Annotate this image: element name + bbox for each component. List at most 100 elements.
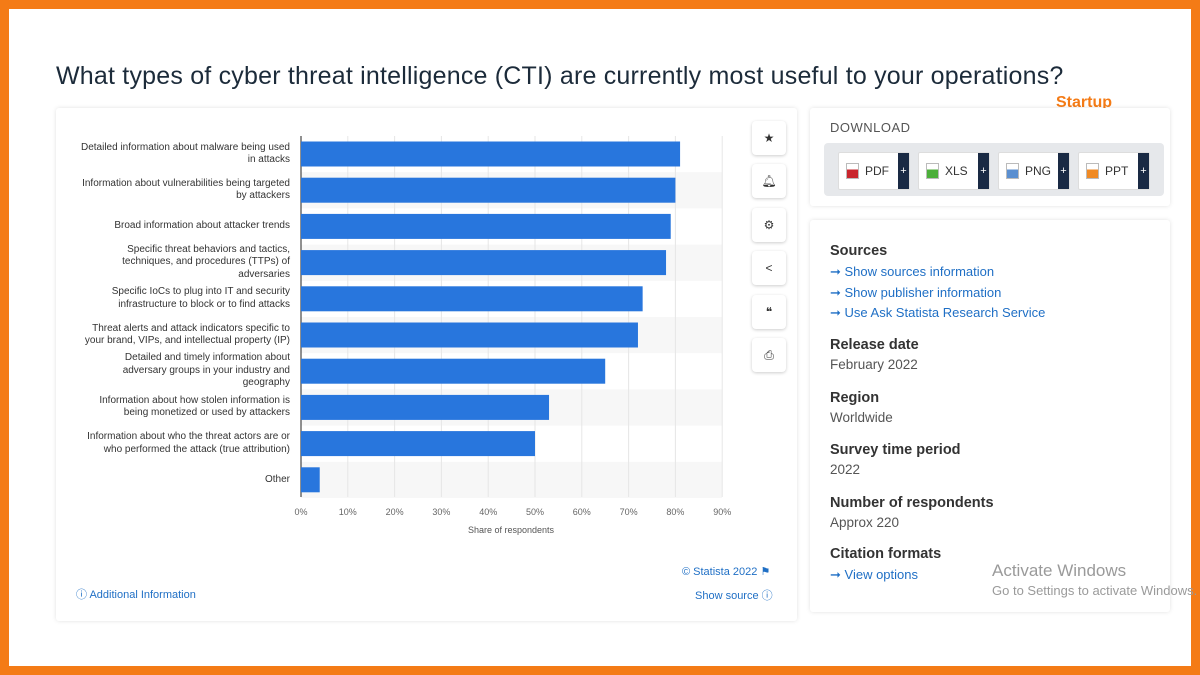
x-tick-label: 10% bbox=[339, 507, 357, 517]
show-sources-link[interactable]: ➞ Show sources information bbox=[830, 264, 995, 279]
bar[interactable] bbox=[301, 250, 667, 276]
download-ppt-button[interactable]: PPT + bbox=[1078, 152, 1150, 190]
download-pdf-button[interactable]: PDF + bbox=[838, 152, 910, 190]
pdf-file-icon bbox=[846, 163, 859, 179]
period-section: Survey time period 2022 bbox=[830, 442, 961, 477]
plus-icon[interactable]: + bbox=[1138, 153, 1149, 189]
category-label: Other bbox=[80, 462, 290, 498]
category-label: Threat alerts and attack indicators spec… bbox=[80, 317, 290, 353]
sources-section: Sources ➞ Show sources information ➞ Sho… bbox=[830, 243, 1045, 324]
settings-gear-icon[interactable]: ⚙ bbox=[752, 208, 786, 242]
x-tick-label: 70% bbox=[620, 507, 638, 517]
bar[interactable] bbox=[301, 394, 550, 420]
citation-section: Citation formats ➞ View options bbox=[830, 546, 941, 586]
x-tick-label: 50% bbox=[526, 507, 544, 517]
release-title: Release date bbox=[830, 337, 919, 353]
png-file-icon bbox=[1006, 163, 1019, 179]
notification-bell-icon[interactable]: 🔔︎ bbox=[752, 164, 786, 198]
x-tick-label: 30% bbox=[432, 507, 450, 517]
category-label: Information about who the threat actors … bbox=[80, 426, 290, 462]
region-title: Region bbox=[830, 390, 880, 406]
show-publisher-link[interactable]: ➞ Show publisher information bbox=[830, 284, 1002, 300]
info-panel bbox=[810, 220, 1170, 612]
page-title: What types of cyber threat intelligence … bbox=[56, 62, 1064, 90]
x-tick-label: 90% bbox=[713, 507, 731, 517]
respondents-value: Approx 220 bbox=[830, 515, 900, 530]
bar[interactable] bbox=[301, 358, 606, 384]
additional-text: Additional Information bbox=[89, 589, 196, 601]
link-text: Show publisher information bbox=[844, 284, 1002, 300]
download-heading: DOWNLOAD bbox=[830, 120, 911, 135]
view-options-link[interactable]: ➞ View options bbox=[830, 567, 918, 582]
category-label: Specific IoCs to plug into IT and securi… bbox=[80, 281, 290, 317]
region-section: Region Worldwide bbox=[830, 390, 893, 425]
copyright-text: © Statista 2022 bbox=[682, 566, 758, 578]
category-label: Detailed and timely information about ad… bbox=[80, 352, 290, 389]
category-text: Threat alerts and attack indicators spec… bbox=[84, 322, 290, 347]
ask-statista-link[interactable]: ➞ Use Ask Statista Research Service bbox=[830, 305, 1046, 320]
bar[interactable] bbox=[301, 322, 638, 348]
respondents-section: Number of respondents Approx 220 bbox=[830, 495, 994, 530]
bar[interactable] bbox=[301, 177, 676, 203]
period-value: 2022 bbox=[830, 462, 861, 477]
row-band bbox=[301, 461, 722, 498]
category-label: Detailed information about malware being… bbox=[80, 136, 290, 172]
format-label: PNG bbox=[1025, 164, 1052, 178]
respondents-title: Number of respondents bbox=[830, 495, 994, 511]
category-text: Broad information about attacker trends bbox=[114, 220, 290, 232]
bar[interactable] bbox=[301, 286, 643, 312]
download-png-button[interactable]: PNG + bbox=[998, 152, 1070, 190]
share-icon[interactable]: < bbox=[752, 251, 786, 285]
download-xls-button[interactable]: XLS + bbox=[918, 152, 990, 190]
sources-title: Sources bbox=[830, 243, 888, 259]
category-label: Specific threat behaviors and tactics, t… bbox=[80, 243, 290, 281]
print-icon[interactable]: ⎙ bbox=[752, 338, 786, 372]
category-label: Information about vulnerabilities being … bbox=[80, 172, 290, 208]
bar[interactable] bbox=[301, 467, 320, 493]
x-axis-title: Share of respondents bbox=[468, 525, 555, 535]
category-text: Specific IoCs to plug into IT and securi… bbox=[111, 286, 290, 310]
category-text: Detailed information about malware being… bbox=[80, 141, 290, 166]
info-icon: ⓘ bbox=[761, 590, 773, 602]
citation-title: Citation formats bbox=[830, 546, 942, 562]
watermark-line1: Activate Windows bbox=[992, 561, 1127, 580]
bar[interactable] bbox=[301, 213, 671, 239]
category-text: Information about vulnerabilities being … bbox=[82, 177, 290, 202]
release-value: February 2022 bbox=[830, 357, 918, 372]
plus-icon[interactable]: + bbox=[978, 153, 989, 189]
plus-icon[interactable]: + bbox=[898, 153, 909, 189]
link-text: View options bbox=[844, 567, 918, 582]
favorite-star-icon[interactable]: ★ bbox=[752, 121, 786, 155]
additional-information-link[interactable]: ⓘ Additional Information bbox=[76, 586, 196, 602]
category-text: Other bbox=[264, 473, 290, 485]
statista-copyright[interactable]: © Statista 2022 ⚑ bbox=[682, 565, 770, 578]
x-tick-label: 0% bbox=[294, 507, 307, 517]
release-section: Release date February 2022 bbox=[830, 337, 919, 372]
xls-file-icon bbox=[926, 163, 939, 179]
svg-text:Startup: Startup bbox=[1056, 94, 1112, 111]
x-tick-label: 80% bbox=[666, 507, 684, 517]
region-value: Worldwide bbox=[830, 410, 893, 425]
x-tick-label: 20% bbox=[386, 507, 404, 517]
x-tick-label: 60% bbox=[573, 507, 591, 517]
period-title: Survey time period bbox=[830, 442, 961, 458]
format-label: PDF bbox=[865, 164, 889, 178]
show-source-link[interactable]: Show source ⓘ bbox=[695, 587, 773, 603]
category-text: Information about how stolen information… bbox=[99, 394, 290, 419]
link-text: Show sources information bbox=[844, 264, 995, 279]
category-text: Specific threat behaviors and tactics, t… bbox=[122, 243, 290, 280]
category-label: Broad information about attacker trends bbox=[80, 208, 290, 244]
format-label: XLS bbox=[945, 164, 968, 178]
format-label: PPT bbox=[1105, 164, 1129, 178]
category-text: Information about who the threat actors … bbox=[87, 431, 290, 455]
show-source-text: Show source bbox=[695, 590, 759, 602]
activate-windows-watermark: Activate Windows Go to Settings to activ… bbox=[992, 561, 1197, 598]
quote-icon[interactable]: ❝ bbox=[752, 295, 786, 329]
info-icon: ⓘ bbox=[76, 589, 87, 601]
bar[interactable] bbox=[301, 141, 681, 167]
x-tick-label: 40% bbox=[479, 507, 497, 517]
watermark-line2: Go to Settings to activate Windows. bbox=[992, 583, 1198, 598]
plus-icon[interactable]: + bbox=[1058, 153, 1069, 189]
bar[interactable] bbox=[301, 431, 535, 457]
